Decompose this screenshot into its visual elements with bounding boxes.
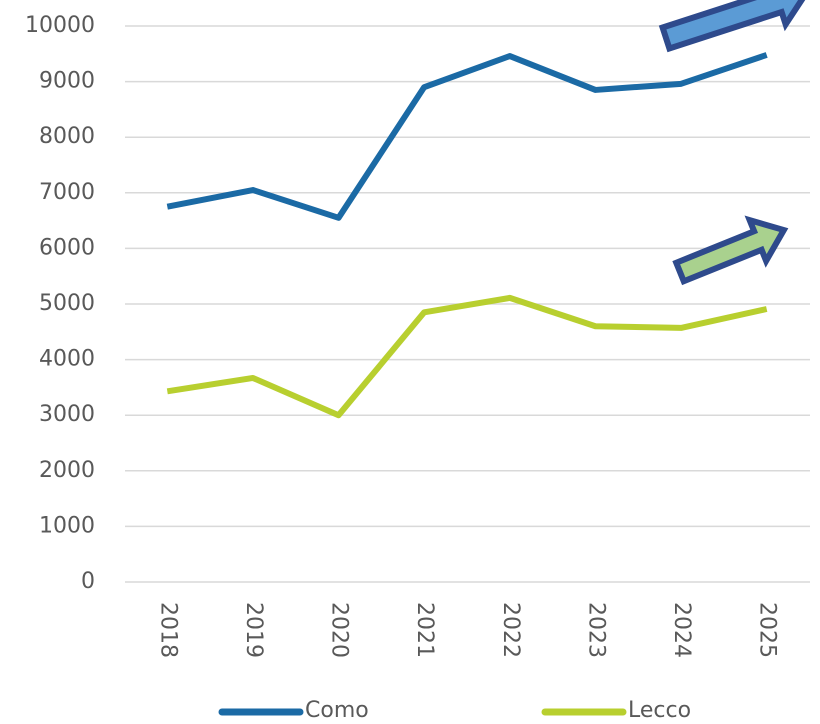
x-tick-label: 2018 xyxy=(155,602,180,658)
series-line xyxy=(166,294,768,419)
x-tick-label: 2022 xyxy=(498,602,523,658)
y-tick-label: 4000 xyxy=(39,347,95,372)
x-tick-label: 2019 xyxy=(241,602,266,658)
plot: 0 1000 2000 3000 4000 5000 6000 7000 8000 9000 100… xyxy=(25,13,810,723)
y-tick-label: 5000 xyxy=(39,291,95,316)
x-tick-label: 2020 xyxy=(327,602,352,658)
trend-arrow-blue xyxy=(658,0,812,53)
x-tick-label: 2023 xyxy=(583,602,608,658)
x-tick-label: 2025 xyxy=(755,602,780,658)
y-tick-label: 7000 xyxy=(39,180,95,205)
x-tick-label: 2024 xyxy=(669,602,694,658)
legend-label: Lecco xyxy=(628,698,691,723)
y-tick-label: 6000 xyxy=(39,235,95,260)
series-line xyxy=(166,52,768,221)
trend-arrow-green xyxy=(672,215,789,286)
y-tick-label: 8000 xyxy=(39,124,95,149)
y-tick-label: 9000 xyxy=(39,69,95,94)
legend-label: Como xyxy=(305,698,369,723)
y-tick-label: 2000 xyxy=(39,458,95,483)
y-tick-label: 3000 xyxy=(39,402,95,427)
y-tick-label: 10000 xyxy=(25,13,95,38)
y-tick-label: 0 xyxy=(81,569,95,594)
x-tick-label: 2021 xyxy=(412,602,437,658)
y-tick-label: 1000 xyxy=(39,513,95,538)
